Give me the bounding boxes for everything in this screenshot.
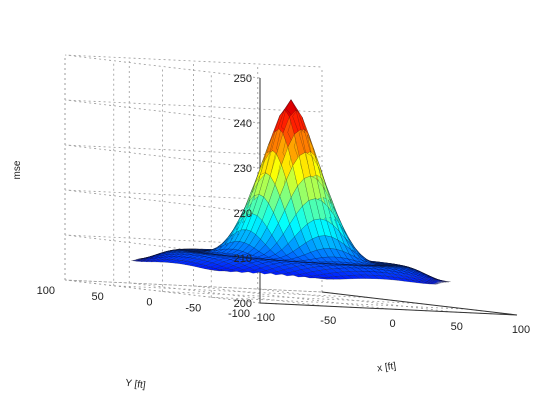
x-tick-label: -100 [253,312,275,324]
x-axis-label: x [ft] [377,361,397,375]
x-tick-label: 0 [389,318,395,330]
x-tick-label: 50 [451,321,463,333]
z-tick-label: 210 [234,253,252,265]
z-tick-label: 220 [234,208,252,220]
y-tick-label: -100 [228,308,250,320]
y-tick-label: 0 [146,297,152,309]
x-tick-label: -50 [320,315,336,327]
y-tick-label: 50 [92,291,104,303]
y-tick-label: 100 [37,285,55,297]
y-tick-label: -50 [185,302,201,314]
z-tick-label: 250 [234,73,252,85]
y-axis-label: Y [ft] [124,378,146,392]
surface-mesh [132,100,451,285]
z-tick-label: 230 [234,163,252,175]
z-axis-label: mse [12,160,23,179]
z-tick-label: 240 [234,118,252,130]
x-tick-label: 100 [512,324,530,336]
